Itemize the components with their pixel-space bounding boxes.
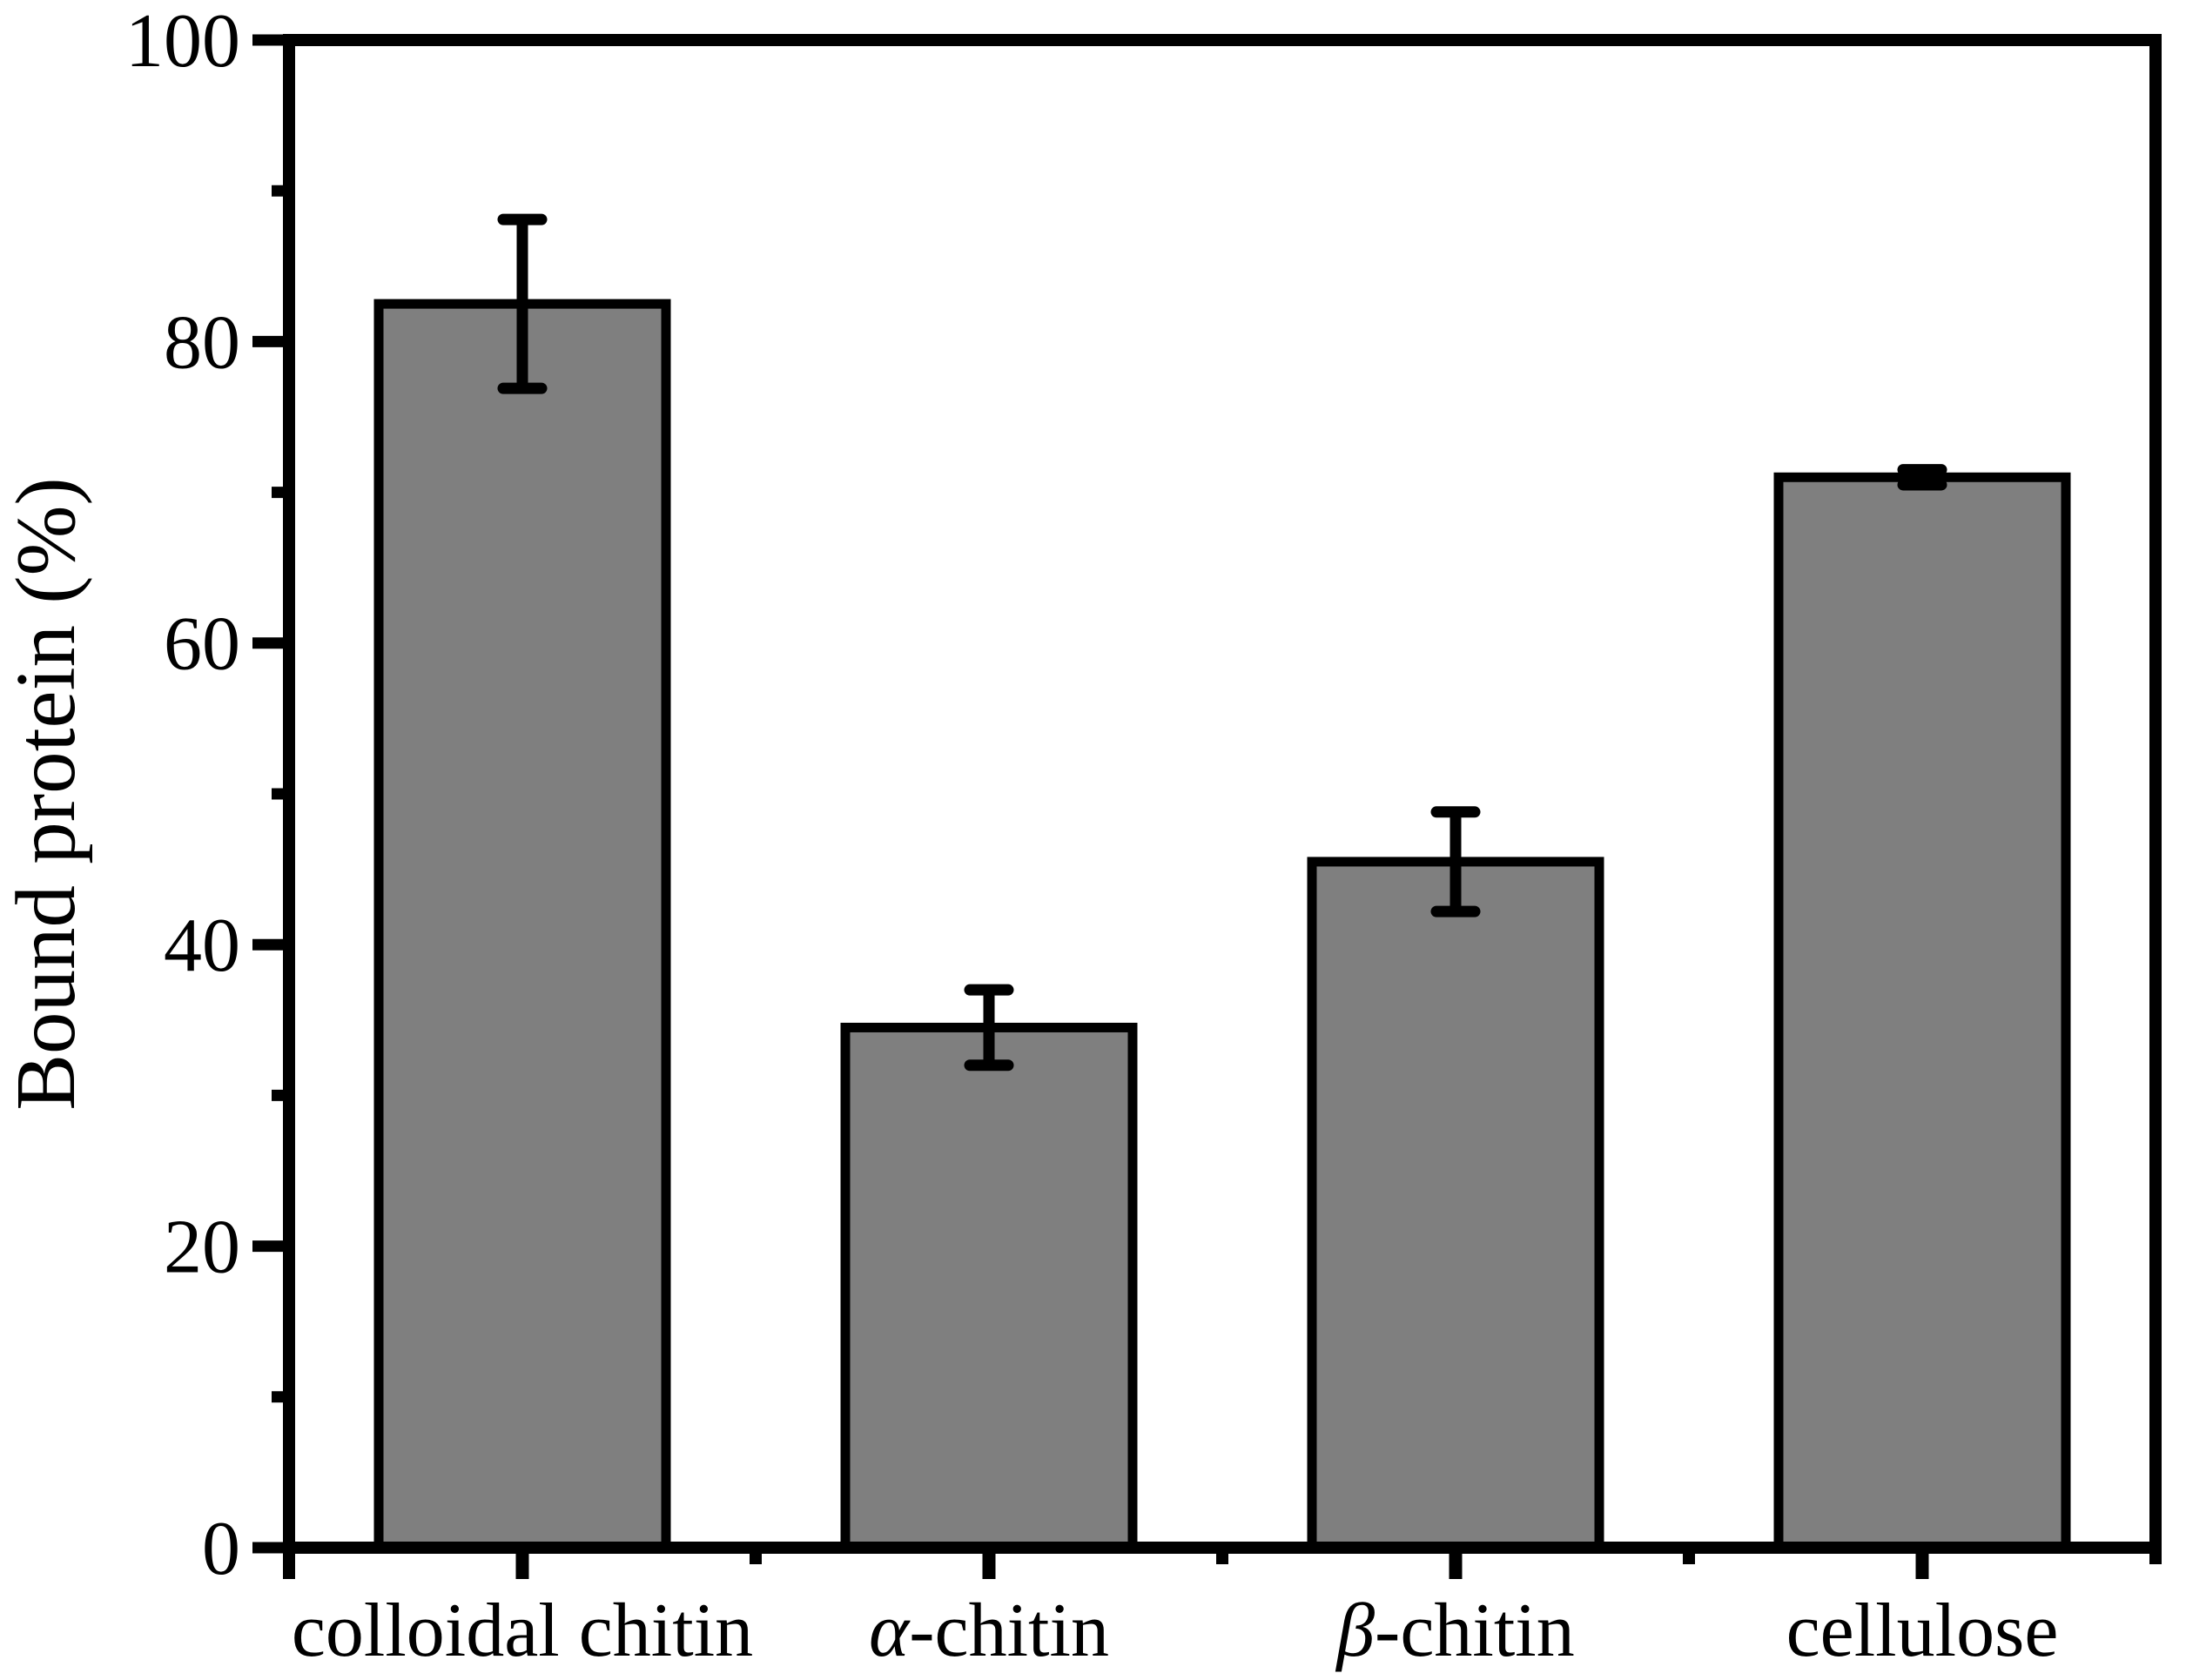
y-tick-label-100: 100 [125, 0, 240, 84]
x-category-label-alpha-chitin: α-chitin [869, 1589, 1109, 1673]
y-tick-label-40: 40 [164, 904, 240, 988]
y-axis-title: Bound protein (%) [0, 477, 92, 1110]
y-tick-label-60: 60 [164, 602, 240, 687]
y-tick-label-80: 80 [164, 300, 240, 385]
bar-colloidal-chitin [373, 299, 671, 1553]
bar-alpha-chitin [840, 1022, 1138, 1553]
x-category-label-cellulose: cellulose [1786, 1589, 2059, 1673]
x-category-label-colloidal-chitin: colloidal chitin [292, 1589, 753, 1673]
bar-cellulose [1773, 472, 2071, 1553]
y-tick-label-20: 20 [164, 1206, 240, 1290]
y-tick-label-0: 0 [202, 1507, 240, 1591]
x-category-label-beta-chitin: β-chitin [1335, 1589, 1575, 1673]
bar-beta-chitin [1307, 857, 1604, 1553]
